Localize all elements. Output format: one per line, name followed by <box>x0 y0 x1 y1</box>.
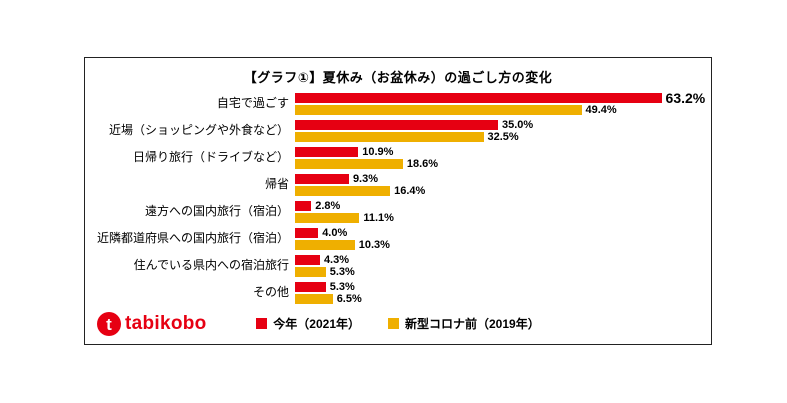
category-label: 近場（ショッピングや外食など） <box>108 123 289 137</box>
chart-row: 自宅で過ごす 63.2% 49.4% <box>91 90 707 117</box>
bar-pair: 4.3% 5.3% <box>295 253 707 278</box>
bar-2019 <box>295 185 391 196</box>
value-label: 10.3% <box>358 238 390 251</box>
category-label: その他 <box>252 285 289 299</box>
bar-pair: 63.2% 49.4% <box>295 89 707 116</box>
bar-line: 5.3% <box>295 265 707 278</box>
bar-pair: 5.3% 6.5% <box>295 280 707 305</box>
chart-row: 住んでいる県内への宿泊旅行 4.3% 5.3% <box>91 252 707 279</box>
value-label: 16.4% <box>394 184 426 197</box>
chart-frame: 【グラフ①】夏休み（お盆休み）の過ごし方の変化 自宅で過ごす 63.2% 49.4%… <box>84 57 712 345</box>
category-label: 近隣都道府県への国内旅行（宿泊） <box>96 231 289 245</box>
bar-line: 32.5% <box>295 130 707 143</box>
legend-label-current: 今年（2021年） <box>273 317 360 331</box>
value-label: 32.5% <box>487 130 519 143</box>
value-label: 5.3% <box>329 280 355 293</box>
bar-2021 <box>295 281 326 292</box>
bar-2021 <box>295 173 349 184</box>
bar-line: 16.4% <box>295 184 707 197</box>
bar-2021 <box>295 254 320 265</box>
bar-pair: 10.9% 18.6% <box>295 145 707 170</box>
chart-row: 帰省 9.3% 16.4% <box>91 171 707 198</box>
value-label: 35.0% <box>502 118 534 131</box>
value-label: 9.3% <box>352 172 379 185</box>
chart-row: 日帰り旅行（ドライブなど） 10.9% 18.6% <box>91 144 707 171</box>
value-label: 18.6% <box>406 157 439 170</box>
category-label: 住んでいる県内への宿泊旅行 <box>133 258 289 272</box>
chart-row: その他 5.3% 6.5% <box>91 279 707 306</box>
value-label: 5.3% <box>329 265 355 278</box>
bar-2021 <box>295 200 312 211</box>
chart-row: 近隣都道府県への国内旅行（宿泊） 4.0% 10.3% <box>91 225 707 252</box>
tabikobo-logo-text: tabikobo <box>125 313 207 334</box>
category-label: 自宅で過ごす <box>216 96 289 110</box>
bar-line: 63.2% <box>295 89 707 106</box>
bar-pair: 4.0% 10.3% <box>295 226 707 251</box>
bar-pair: 9.3% 16.4% <box>295 172 707 197</box>
bar-2021 <box>295 92 662 103</box>
category-label: 帰省 <box>264 177 289 191</box>
legend-swatch-yellow <box>388 318 399 329</box>
tabikobo-logo: t tabikobo <box>97 312 207 336</box>
value-label: 6.5% <box>336 292 362 305</box>
bar-line: 18.6% <box>295 157 707 170</box>
value-label: 63.2% <box>665 89 706 106</box>
legend-label-previous: 新型コロナ前（2019年） <box>405 317 540 331</box>
legend-swatch-red <box>256 318 268 329</box>
bar-2019 <box>295 293 333 304</box>
bar-2019 <box>295 266 326 277</box>
legend-item-previous: 新型コロナ前（2019年） <box>388 315 540 332</box>
bar-line: 6.5% <box>295 292 707 305</box>
value-label: 10.9% <box>362 145 394 158</box>
legend-item-current: 今年（2021年） <box>256 315 360 332</box>
bar-line: 9.3% <box>295 172 707 185</box>
chart-title: 【グラフ①】夏休み（お盆休み）の過ごし方の変化 <box>243 70 553 85</box>
chart-row: 遠方への国内旅行（宿泊） 2.8% 11.1% <box>91 198 707 225</box>
tabikobo-logo-icon: t <box>97 312 121 336</box>
value-label: 4.3% <box>323 253 350 266</box>
chart-row: 近場（ショッピングや外食など） 35.0% 32.5% <box>91 117 707 144</box>
value-label: 49.4% <box>585 103 617 116</box>
bar-line: 4.3% <box>295 253 707 266</box>
bar-pair: 35.0% 32.5% <box>295 118 707 143</box>
bar-2021 <box>295 119 498 130</box>
bar-pair: 2.8% 11.1% <box>295 199 707 224</box>
category-label: 日帰り旅行（ドライブなど） <box>132 150 289 164</box>
bar-line: 2.8% <box>295 199 707 212</box>
bar-2019 <box>295 212 360 223</box>
bar-line: 10.3% <box>295 238 707 251</box>
legend: 今年（2021年） 新型コロナ前（2019年） <box>85 315 711 332</box>
bar-2019 <box>295 131 484 142</box>
bar-line: 4.0% <box>295 226 707 239</box>
bar-line: 10.9% <box>295 145 707 158</box>
bar-2021 <box>295 146 359 157</box>
bar-2019 <box>295 158 403 169</box>
value-label: 11.1% <box>363 211 394 224</box>
chart-rows: 自宅で過ごす 63.2% 49.4% 近場（ショッピングや外食など） 35.0% 32.5… <box>91 90 707 306</box>
value-label: 2.8% <box>315 199 341 212</box>
bar-line: 11.1% <box>295 211 707 224</box>
bar-2019 <box>295 104 582 115</box>
bar-2021 <box>295 227 319 238</box>
value-label: 4.0% <box>322 226 348 239</box>
bar-line: 49.4% <box>295 103 707 116</box>
bar-line: 35.0% <box>295 118 707 131</box>
bar-2019 <box>295 239 355 250</box>
bar-line: 5.3% <box>295 280 707 293</box>
category-label: 遠方への国内旅行（宿泊） <box>144 204 289 218</box>
